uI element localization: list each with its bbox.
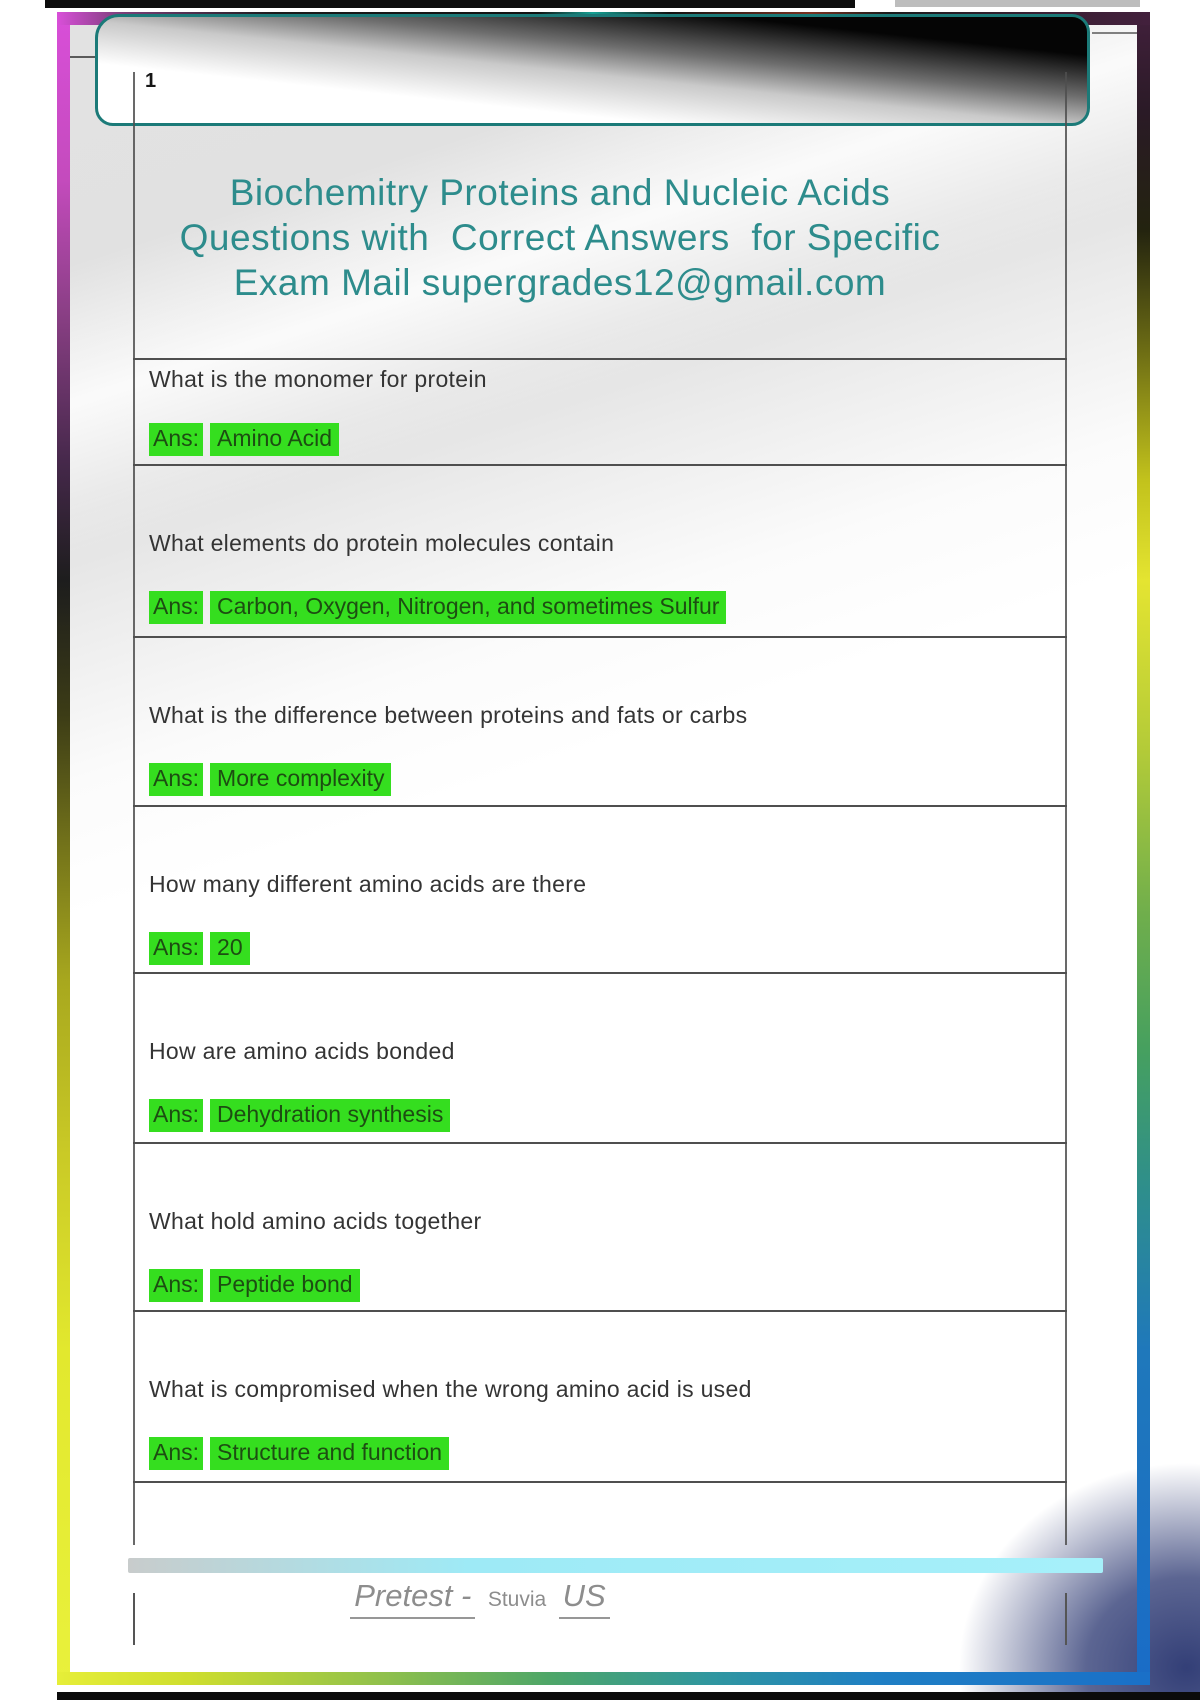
answer-text: Structure and function xyxy=(210,1437,450,1470)
answer-text: Carbon, Oxygen, Nitrogen, and sometimes … xyxy=(210,591,727,624)
table-border-right xyxy=(1065,72,1067,1545)
answer-label: Ans: xyxy=(149,1437,204,1470)
question-text: What is the monomer for protein xyxy=(149,366,487,392)
answer-line: Ans: Dehydration synthesis xyxy=(149,1099,1067,1132)
qa-row: What hold amino acids together Ans: Pepti… xyxy=(133,1144,1067,1312)
answer-label: Ans: xyxy=(149,932,204,965)
header-side-rule-left xyxy=(70,56,97,58)
qa-row: What elements do protein molecules conta… xyxy=(133,466,1067,638)
question-text: What is the difference between proteins … xyxy=(149,702,748,728)
footer-us-label: US xyxy=(558,1578,610,1619)
answer-label: Ans: xyxy=(149,591,204,624)
answer-label: Ans: xyxy=(149,1269,204,1302)
frame-border-left xyxy=(57,12,70,1685)
qa-row: What is the difference between proteins … xyxy=(133,638,1067,807)
footer-border-mark-right xyxy=(1065,1593,1067,1645)
footer-stuvia-label: Stuvia xyxy=(487,1588,547,1611)
header-gradient-plate xyxy=(95,14,1090,126)
document-title: Biochemitry Proteins and Nucleic Acids Q… xyxy=(70,170,1050,305)
qa-row: How are amino acids bonded Ans: Dehydrati… xyxy=(133,974,1067,1144)
answer-label: Ans: xyxy=(149,763,204,796)
title-line-3: Exam Mail supergrades12@gmail.com xyxy=(233,262,887,303)
answer-line: Ans: Peptide bond xyxy=(149,1269,1067,1302)
top-edge-strip-right xyxy=(895,0,1140,7)
footer-border-mark-left xyxy=(133,1593,135,1645)
answer-line: Ans: 20 xyxy=(149,932,1067,965)
answer-line: Ans: Amino Acid xyxy=(149,423,1067,456)
qa-row: How many different amino acids are there… xyxy=(133,807,1067,974)
bottom-edge-strip xyxy=(57,1692,1200,1700)
question-text: What elements do protein molecules conta… xyxy=(149,530,615,556)
question-text: How are amino acids bonded xyxy=(149,1038,455,1064)
footer-pretest-label: Pretest - xyxy=(350,1578,476,1619)
qa-row: What is the monomer for protein Ans: Amin… xyxy=(133,360,1067,466)
qa-row: What is compromised when the wrong amino… xyxy=(133,1312,1067,1483)
table-border-left xyxy=(133,72,135,1545)
frame-border-bottom xyxy=(57,1672,1150,1685)
question-text: What is compromised when the wrong amino… xyxy=(149,1376,752,1402)
corner-shadow xyxy=(950,1455,1200,1697)
answer-line: Ans: More complexity xyxy=(149,763,1067,796)
question-text: How many different amino acids are there xyxy=(149,871,587,897)
answer-text: 20 xyxy=(210,932,250,965)
top-edge-strip xyxy=(45,0,855,8)
footer-watermark: Pretest - Stuvia US xyxy=(200,1578,760,1619)
title-line-1: Biochemitry Proteins and Nucleic Acids xyxy=(229,172,891,213)
header-side-rule-right xyxy=(1092,32,1137,34)
question-text: What hold amino acids together xyxy=(149,1208,482,1234)
page-number: 1 xyxy=(145,70,157,92)
frame-border-right xyxy=(1137,12,1150,1685)
answer-text: Peptide bond xyxy=(210,1269,360,1302)
answer-text: More complexity xyxy=(210,763,392,796)
answer-line: Ans: Carbon, Oxygen, Nitrogen, and someti… xyxy=(149,591,1067,624)
answer-line: Ans: Structure and function xyxy=(149,1437,1067,1470)
page-background xyxy=(70,25,1200,1697)
answer-label: Ans: xyxy=(149,423,204,456)
footer-divider-bar xyxy=(128,1558,1103,1573)
answer-text: Dehydration synthesis xyxy=(210,1099,451,1132)
title-line-2: Questions with Correct Answers for Speci… xyxy=(179,217,941,258)
qa-table: What is the monomer for protein Ans: Amin… xyxy=(133,358,1067,1483)
answer-text: Amino Acid xyxy=(210,423,340,456)
answer-label: Ans: xyxy=(149,1099,204,1132)
